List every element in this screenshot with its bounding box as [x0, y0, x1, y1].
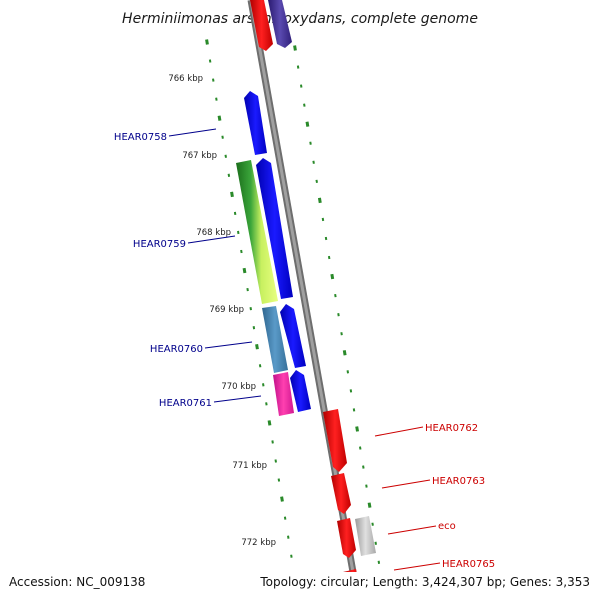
- gene-hear0761[interactable]: [273, 372, 294, 416]
- gene-eco[interactable]: [355, 516, 376, 556]
- left-tick: [255, 344, 259, 350]
- gene-hear0760[interactable]: [262, 306, 288, 373]
- kbp-scale: 766 kbp 767 kbp 768 kbp 769 kbp 770 kbp …: [168, 74, 276, 548]
- kbp-label-766: 766 kbp: [168, 74, 203, 84]
- label-eco[interactable]: eco: [438, 521, 456, 532]
- left-tick: [267, 420, 272, 426]
- right-tick: [305, 121, 310, 127]
- kbp-label-768: 768 kbp: [196, 228, 231, 238]
- left-tick: [217, 115, 222, 121]
- gene-hear0758[interactable]: [244, 91, 267, 155]
- left-tick: [280, 496, 284, 502]
- left-tick: [230, 191, 234, 198]
- kbp-label-771: 771 kbp: [232, 461, 267, 471]
- label-hear0760[interactable]: HEAR0760: [150, 344, 203, 355]
- gene-blue-long[interactable]: [256, 158, 293, 299]
- gene-labels: HEAR0758 HEAR0759 HEAR0760 HEAR0761 HEAR…: [114, 132, 495, 570]
- kbp-label-772: 772 kbp: [241, 538, 276, 548]
- label-hear0758[interactable]: HEAR0758: [114, 132, 167, 143]
- gene-blue-mid[interactable]: [280, 304, 306, 368]
- gene-blue-small[interactable]: [290, 370, 311, 412]
- kbp-label-770: 770 kbp: [221, 382, 256, 392]
- left-tick: [205, 39, 209, 45]
- right-tick: [342, 350, 347, 356]
- accession-text: Accession: NC_009138: [9, 575, 145, 589]
- map-title: Herminiimonas arsenicoxydans, complete g…: [122, 11, 478, 27]
- gene-purple-top[interactable]: [268, 0, 292, 48]
- gene-red-top-left[interactable]: [250, 0, 273, 51]
- leader-lines: [168, 128, 441, 571]
- left-tick-track: [205, 39, 293, 558]
- label-hear0765[interactable]: HEAR0765: [442, 559, 495, 570]
- right-tick: [317, 197, 322, 204]
- left-strand-features: [236, 0, 311, 416]
- label-hear0761[interactable]: HEAR0761: [159, 398, 212, 409]
- kbp-label-769: 769 kbp: [209, 305, 244, 315]
- right-tick: [367, 502, 372, 508]
- right-tick-track: [293, 45, 384, 585]
- right-tick: [330, 273, 335, 280]
- label-hear0759[interactable]: HEAR0759: [133, 239, 186, 250]
- right-tick: [293, 45, 297, 51]
- gene-hear0759[interactable]: [236, 160, 278, 304]
- label-hear0763[interactable]: HEAR0763: [432, 476, 485, 487]
- left-tick: [242, 267, 247, 274]
- kbp-label-767: 767 kbp: [182, 151, 217, 161]
- gene-hear0762[interactable]: [323, 409, 347, 472]
- topology-text: Topology: circular; Length: 3,424,307 bp…: [259, 575, 590, 589]
- gene-hear0763[interactable]: [331, 473, 351, 514]
- right-tick: [355, 426, 359, 432]
- footer-background: [0, 572, 600, 600]
- gene-red-lower[interactable]: [337, 518, 356, 558]
- label-hear0762[interactable]: HEAR0762: [425, 423, 478, 434]
